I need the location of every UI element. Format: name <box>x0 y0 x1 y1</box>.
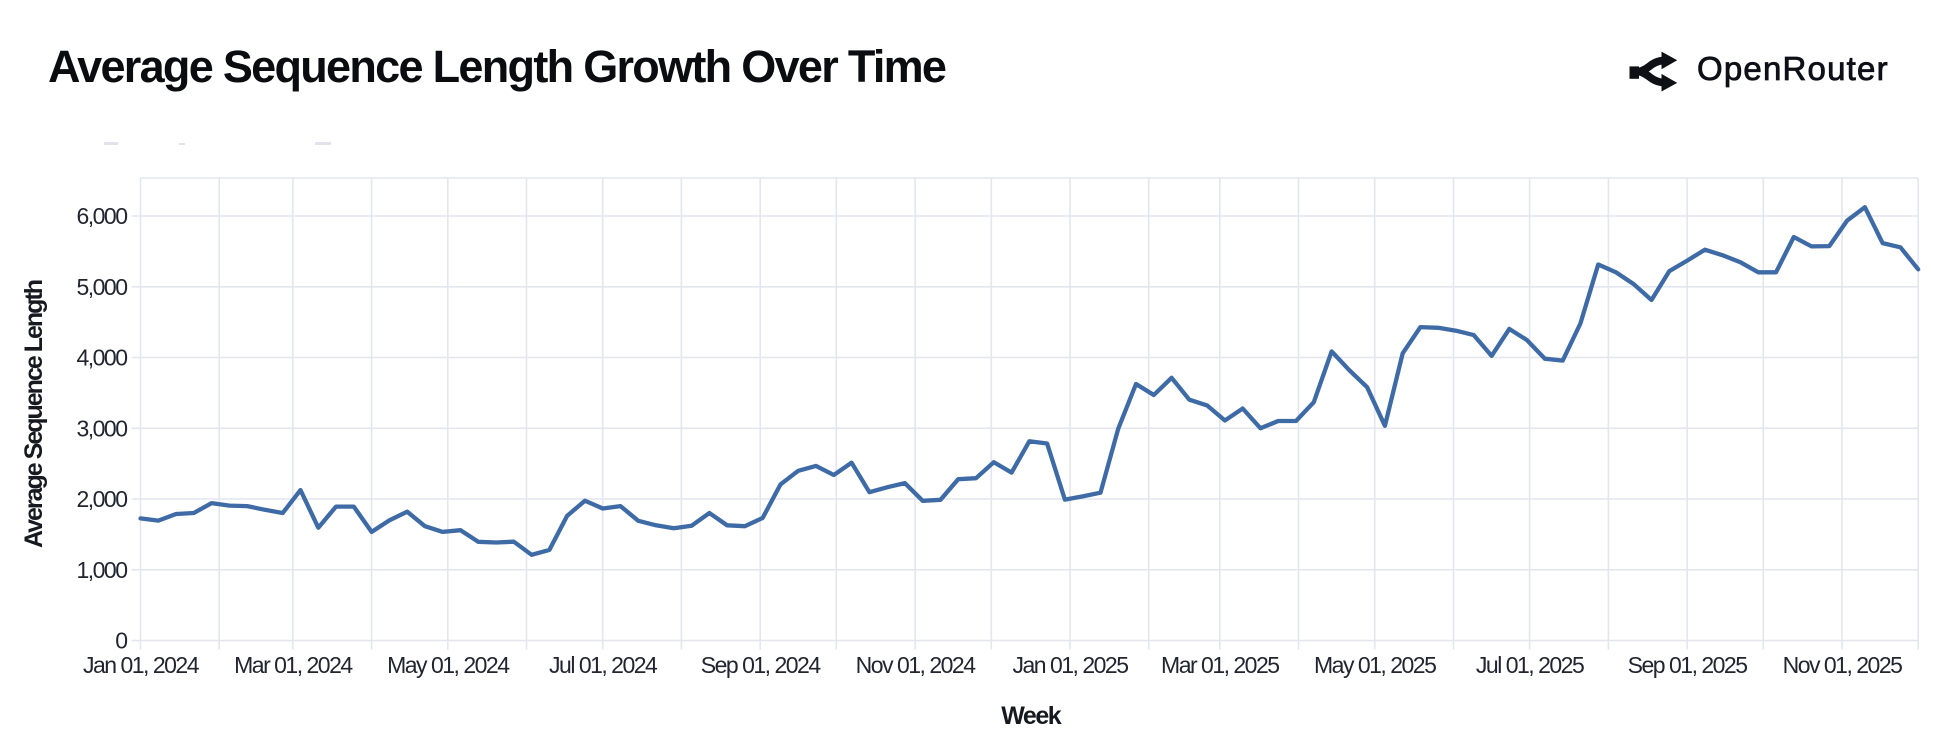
svg-text:May 01, 2025: May 01, 2025 <box>1314 652 1436 678</box>
svg-text:Mar 01, 2025: Mar 01, 2025 <box>1161 652 1279 678</box>
svg-text:Jan 01, 2024: Jan 01, 2024 <box>83 652 200 678</box>
svg-text:2,000: 2,000 <box>76 486 127 512</box>
svg-text:3,000: 3,000 <box>76 415 127 441</box>
svg-text:Average Sequence Length: Average Sequence Length <box>20 280 48 548</box>
svg-text:5,000: 5,000 <box>76 274 127 300</box>
svg-text:Week: Week <box>1001 702 1061 730</box>
svg-text:Mar 01, 2024: Mar 01, 2024 <box>234 652 353 678</box>
svg-text:Sep 01, 2025: Sep 01, 2025 <box>1628 652 1748 678</box>
svg-text:Sep 01, 2024: Sep 01, 2024 <box>701 652 822 678</box>
svg-text:1,000: 1,000 <box>76 557 127 583</box>
svg-text:Jan 01, 2025: Jan 01, 2025 <box>1012 652 1128 678</box>
svg-text:6,000: 6,000 <box>76 203 127 229</box>
svg-text:Nov 01, 2025: Nov 01, 2025 <box>1783 652 1903 678</box>
svg-text:May 01, 2024: May 01, 2024 <box>387 652 510 678</box>
svg-text:Jul 01, 2025: Jul 01, 2025 <box>1476 652 1584 678</box>
svg-text:0: 0 <box>115 628 127 654</box>
svg-text:Nov 01, 2024: Nov 01, 2024 <box>856 652 977 678</box>
svg-text:Jul 01, 2024: Jul 01, 2024 <box>549 652 658 678</box>
svg-text:4,000: 4,000 <box>76 345 127 371</box>
